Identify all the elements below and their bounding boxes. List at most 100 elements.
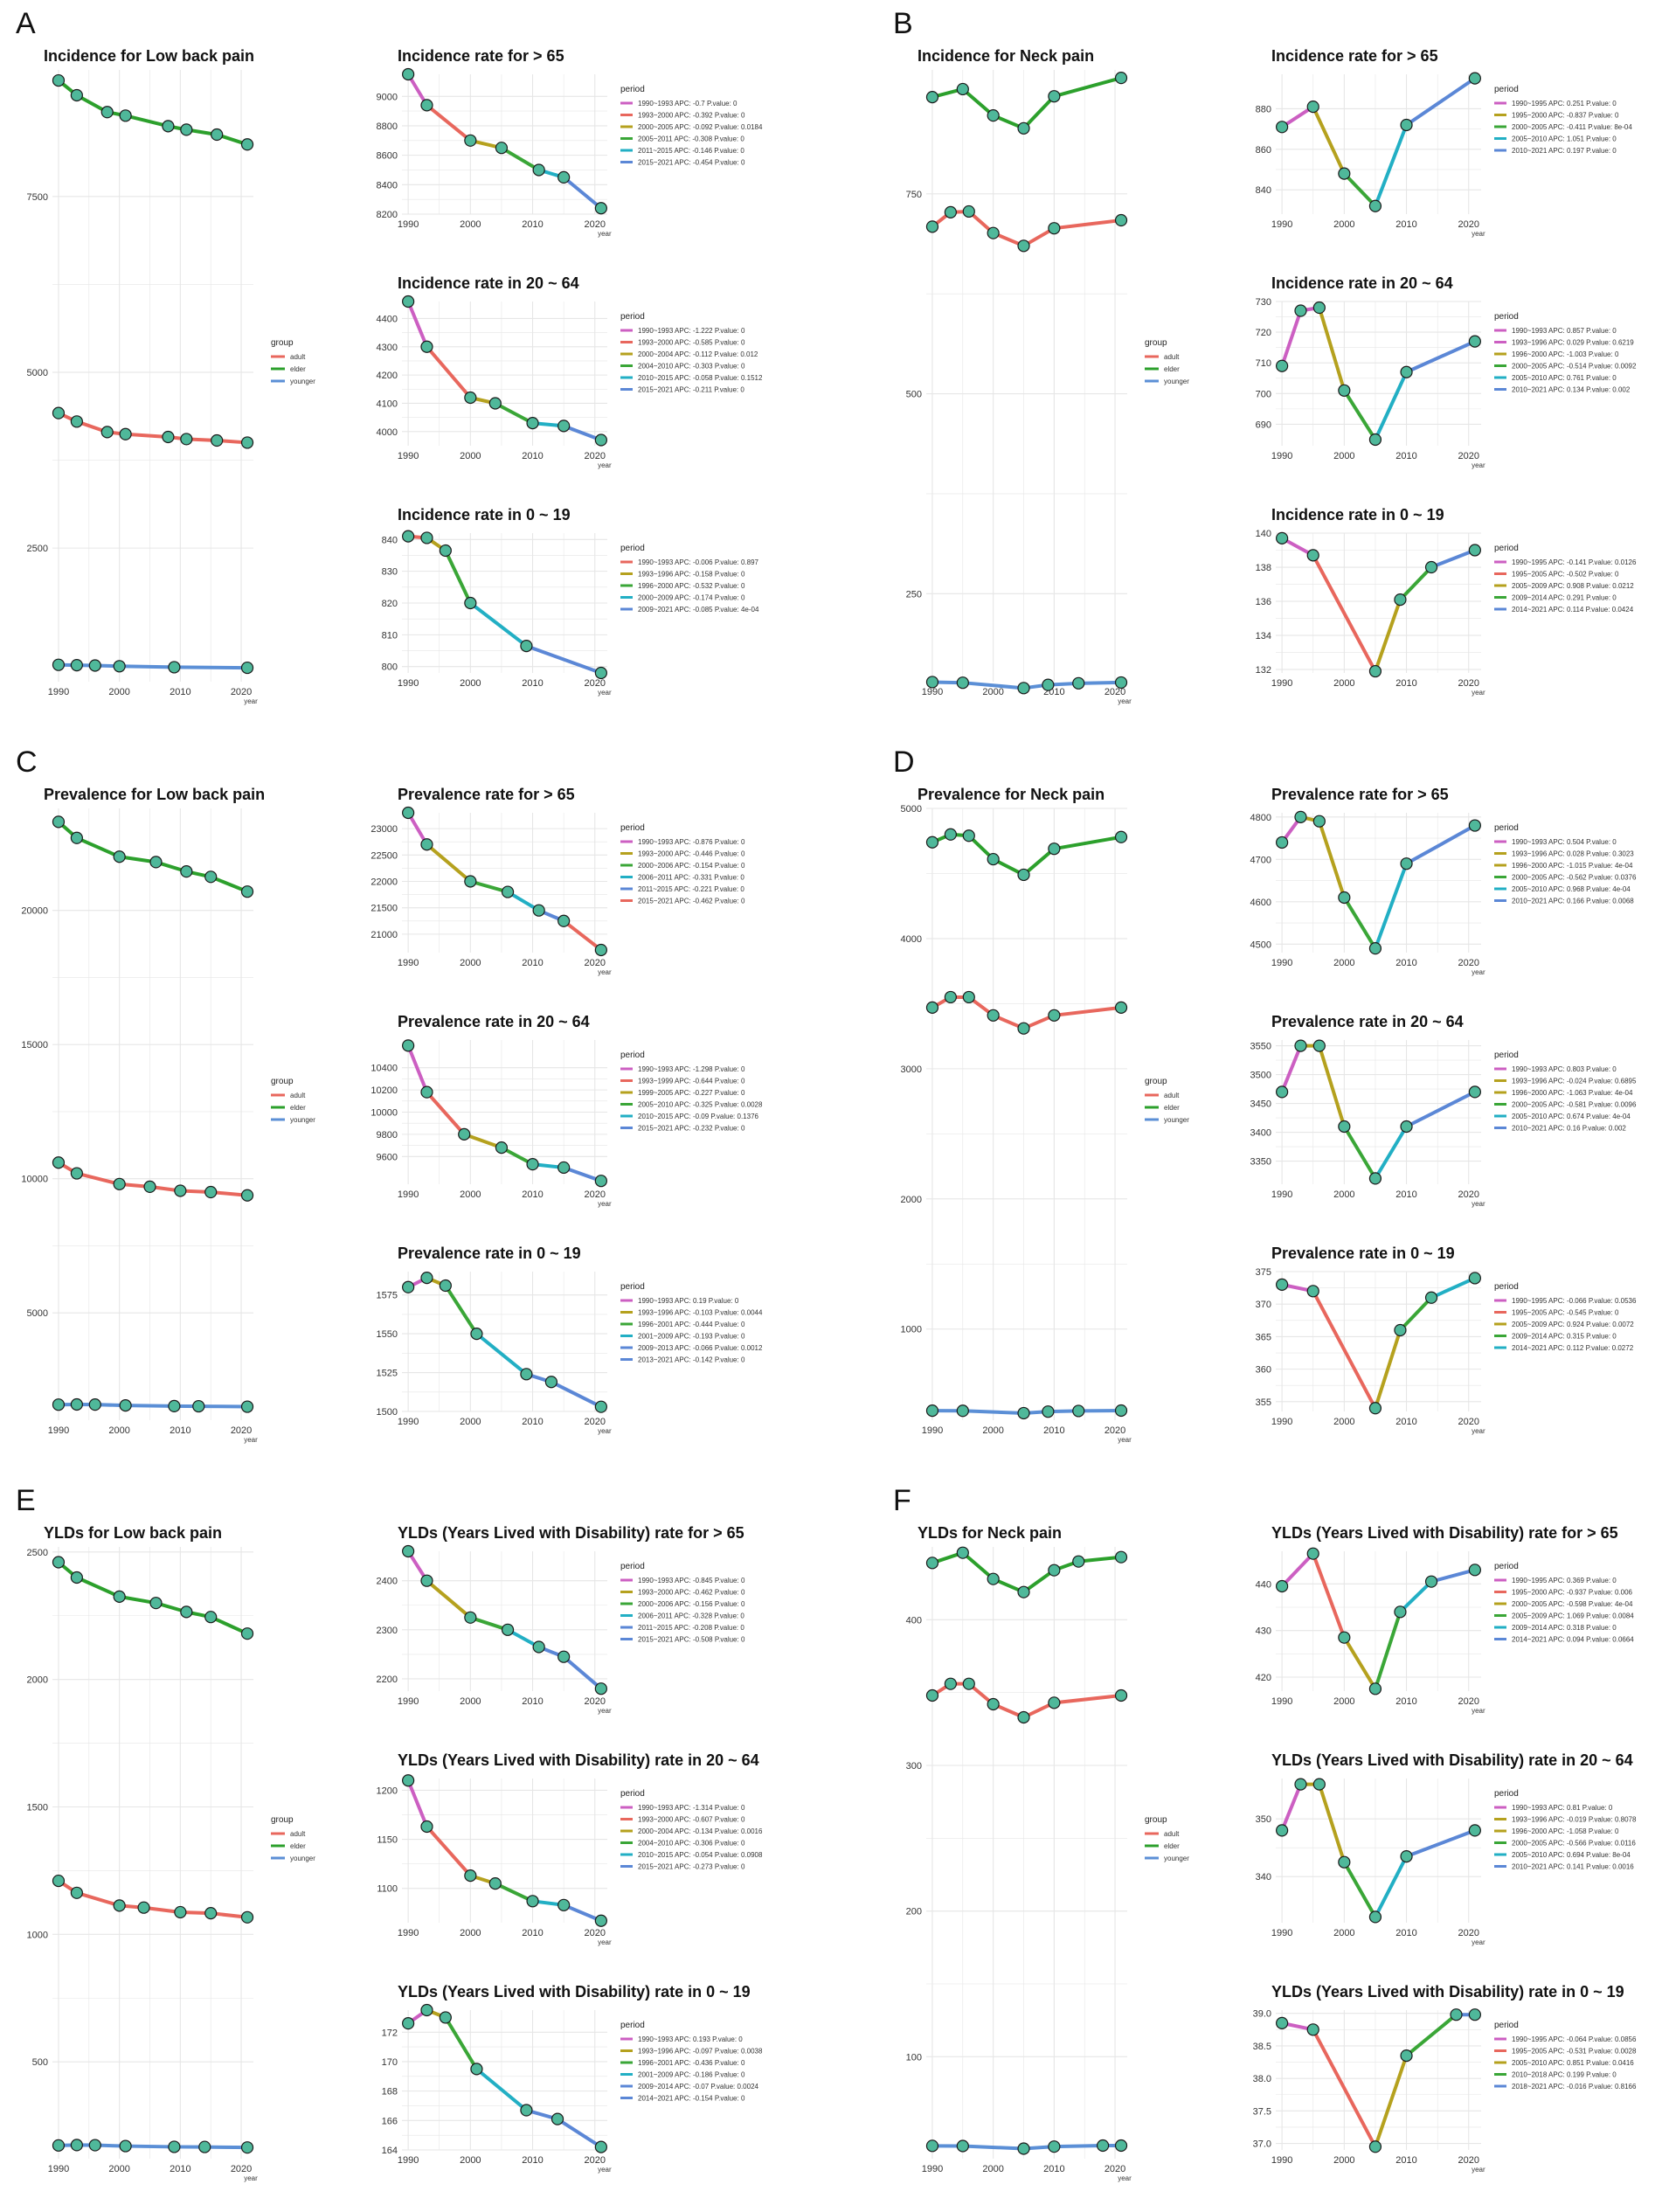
chart-C1-point (594, 943, 607, 957)
chart-E1-point (532, 1640, 545, 1654)
chart-C-main-y-tick-label: 15000 (21, 1040, 48, 1051)
chart-F2-segment-line (1317, 1782, 1347, 1864)
chart-A-main-point-adult (70, 415, 83, 428)
chart-E-main-point-younger (198, 2140, 211, 2153)
chart-E-main-point-adult (174, 1905, 187, 1919)
chart-A-main-point-elder (52, 73, 66, 87)
chart-E-main-x-tick-label: 2000 (108, 2164, 129, 2174)
chart-E1-y-tick-label: 2300 (377, 1626, 398, 1636)
chart-B2-y-tick-label: 730 (1256, 297, 1271, 308)
chart-A3-legend-item: 2009~2021 APC: -0.085 P.value: 4e-04 (638, 606, 759, 614)
chart-A-main-point-younger (113, 660, 126, 673)
chart-E2-segment-line (562, 1903, 603, 1923)
chart-D-main-point-adult (1114, 1001, 1128, 1014)
chart-F3-point (1400, 2049, 1413, 2063)
chart-F1-segment-line (1398, 1579, 1434, 1614)
chart-F2-legend-item: 2010~2021 APC: 0.141 P.value: 0.0016 (1512, 1863, 1634, 1871)
chart-F-main-point-elder (1114, 1550, 1128, 1564)
chart-E1-x-tick-label: 2020 (585, 1696, 606, 1707)
chart-B2-legend-item: 1990~1993 APC: 0.857 P.value: 0 (1512, 327, 1617, 335)
chart-E3-title: YLDs (Years Lived with Disability) rate … (398, 1983, 751, 2001)
chart-A1-y-tick-label: 8200 (377, 210, 398, 220)
chart-A-main-legend-item-adult: adult (290, 353, 306, 361)
chart-C1-legend-item: 2006~2011 APC: -0.331 P.value: 0 (638, 874, 744, 882)
chart-C-main-point-younger (70, 1397, 83, 1411)
chart-F3-legend-title: period (1494, 2021, 1519, 2030)
chart-D2-point (1338, 1120, 1351, 1134)
chart-D2-x-axis-label: year (1472, 1200, 1485, 1208)
chart-B2-point (1338, 384, 1351, 397)
chart-C3-segment-line (443, 1284, 479, 1336)
chart-C3-y-tick-label: 1525 (377, 1369, 398, 1379)
chart-B3-y-tick-label: 132 (1256, 665, 1271, 676)
chart-A3-x-tick-label: 2000 (460, 678, 481, 689)
chart-C3-point (520, 1368, 533, 1381)
chart-F3-legend-item: 2005~2010 APC: 0.851 P.value: 0.0416 (1512, 2059, 1634, 2067)
chart-E1-segment-line (425, 1578, 473, 1619)
chart-D2-legend-item: 1996~2000 APC: -1.063 P.value: 4e-04 (1512, 1089, 1633, 1097)
chart-F2-y-tick-label: 340 (1256, 1872, 1271, 1883)
chart-B2-y-tick-label: 720 (1256, 328, 1271, 338)
chart-F2-x-tick-label: 2000 (1333, 1928, 1354, 1938)
chart-E-main-y-tick-label: 1500 (27, 1803, 48, 1813)
chart-E-main-point-younger (70, 2139, 83, 2152)
chart-E3-legend-item: 1990~1993 APC: 0.193 P.value: 0 (638, 2035, 743, 2043)
chart-B3-segment-line (1373, 598, 1402, 674)
panel-letter-C: C (16, 745, 38, 779)
chart-D-main-legend-item-elder: elder (1164, 1104, 1180, 1112)
chart-F-main-point-adult (1048, 1696, 1061, 1709)
chart-B1-segment-line (1404, 76, 1477, 127)
chart-C-main-point-elder (113, 850, 126, 863)
chart-D2-legend-item: 2000~2005 APC: -0.581 P.value: 0.0096 (1512, 1101, 1637, 1109)
chart-F1-x-axis-label: year (1472, 1707, 1485, 1715)
chart-A2-y-tick-label: 4000 (377, 427, 398, 438)
chart-B-main-legend-title: group (1145, 338, 1167, 348)
chart-D2-legend-item: 1993~1996 APC: -0.024 P.value: 0.6895 (1512, 1078, 1637, 1085)
chart-D1-point (1338, 891, 1351, 905)
chart-B1-legend-item: 2005~2010 APC: 1.051 P.value: 0 (1512, 135, 1617, 143)
chart-C-main-x-tick-label: 2020 (231, 1425, 252, 1436)
chart-B-main-x-tick-label: 2020 (1105, 687, 1125, 697)
chart-D2-point (1468, 1085, 1481, 1099)
chart-D-main-legend-title: group (1145, 1077, 1167, 1086)
chart-F-main-point-elder (925, 1557, 939, 1570)
chart-E1-x-tick-label: 1990 (398, 1696, 419, 1707)
chart-A-main-point-younger (88, 659, 101, 672)
chart-E2-x-tick-label: 2000 (460, 1928, 481, 1938)
chart-F1-point (1468, 1564, 1481, 1577)
chart-E-main-point-adult (137, 1901, 150, 1914)
chart-A1-legend-item: 2005~2011 APC: -0.308 P.value: 0 (638, 135, 744, 143)
panel-C: C Prevalence for Low back pain 1990 2000 201… (16, 745, 763, 1444)
chart-D3-x-tick-label: 1990 (1271, 1417, 1292, 1427)
chart-A1-point (495, 142, 509, 155)
chart-C2-point (557, 1161, 571, 1175)
chart-E1-legend-title: period (620, 1562, 645, 1571)
chart-C3-x-tick-label: 2010 (522, 1417, 543, 1427)
chart-D1-legend-item: 1993~1996 APC: 0.028 P.value: 0.3023 (1512, 850, 1634, 858)
chart-A-main-point-adult (240, 436, 254, 449)
chart-D2-point (1312, 1039, 1326, 1052)
chart-E2-x-axis-label: year (598, 1938, 612, 1946)
chart-A-main-point-adult (52, 406, 66, 420)
chart-B3-legend-item: 2014~2021 APC: 0.114 P.value: 0.0424 (1512, 606, 1634, 614)
chart-E2-y-tick-label: 1150 (377, 1835, 398, 1846)
chart-E1-legend-item: 2006~2011 APC: -0.328 P.value: 0 (638, 1612, 744, 1620)
chart-B-main-point-adult (962, 205, 975, 218)
chart-F-main-series-line-elder (931, 1550, 1122, 1594)
chart-D3-segment-line (1430, 1276, 1477, 1300)
chart-E1-y-tick-label: 2400 (377, 1577, 398, 1587)
chart-D-main-x-tick-label: 2000 (982, 1425, 1003, 1436)
chart-B1-segment-line (1311, 105, 1347, 176)
chart-B2-legend-title: period (1494, 312, 1519, 322)
chart-F2-legend-title: period (1494, 1789, 1519, 1799)
chart-B1-point (1338, 167, 1351, 180)
chart-E-main-point-elder (180, 1605, 193, 1619)
chart-D2-x-tick-label: 1990 (1271, 1189, 1292, 1200)
chart-F2-legend-item: 2000~2005 APC: -0.566 P.value: 0.0116 (1512, 1840, 1636, 1848)
chart-A-main-x-axis-label: year (244, 697, 258, 705)
chart-E2-point (526, 1895, 539, 1908)
chart-C1-y-tick-label: 21000 (370, 930, 398, 940)
chart-B3-legend-item: 1995~2005 APC: -0.502 P.value: 0 (1512, 571, 1619, 579)
chart-F2-point (1312, 1778, 1326, 1791)
